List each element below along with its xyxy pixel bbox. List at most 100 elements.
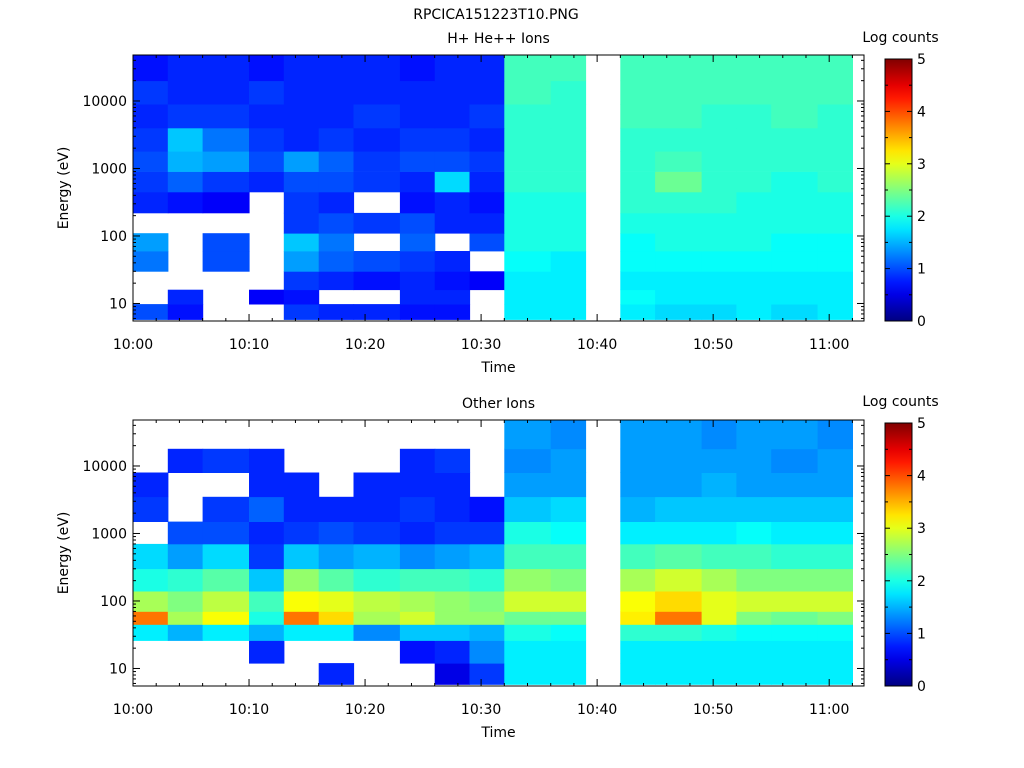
heatmap-cell (550, 191, 587, 214)
heatmap-cell (550, 171, 587, 193)
heatmap-cell (133, 472, 169, 498)
heatmap-cell (620, 420, 656, 450)
heatmap-cell (817, 151, 853, 172)
heatmap-cell (504, 289, 552, 305)
heatmap-cell (550, 611, 587, 625)
heatmap-cell (434, 55, 471, 82)
heatmap-cell (469, 127, 505, 152)
heatmap-cell (771, 304, 819, 320)
heatmap-cell (771, 127, 819, 152)
heatmap-cell (133, 151, 169, 172)
heatmap-cell (655, 104, 703, 129)
heatmap-cell (469, 496, 505, 522)
heatmap-cell (771, 233, 819, 252)
heatmap-cell (817, 104, 853, 129)
heatmap-cell (655, 80, 703, 105)
heatmap-cell (620, 304, 656, 320)
heatmap-cell (202, 591, 250, 612)
heatmap-cell (620, 624, 656, 641)
heatmap-cell (655, 568, 703, 592)
colorbar-tick-label: 5 (917, 52, 926, 68)
heatmap-cell (399, 611, 436, 625)
heatmap-cell (399, 251, 436, 272)
heatmap-cell (434, 472, 471, 498)
heatmap-cell (550, 80, 587, 105)
y-tick-label: 100 (100, 229, 127, 245)
heatmap-cell (283, 212, 320, 234)
heatmap-cell (771, 543, 819, 570)
heatmap-cell (399, 472, 436, 498)
heatmap-cell (318, 191, 355, 214)
heatmap-cell (550, 289, 587, 305)
heatmap-cell (736, 104, 772, 129)
heatmap-cell (202, 127, 250, 152)
colorbar-tick-label: 0 (917, 679, 926, 695)
heatmap-cell (434, 271, 471, 291)
heatmap-cell (434, 448, 471, 473)
heatmap-cell (283, 191, 320, 214)
x-axis-label: Time (480, 725, 515, 741)
heatmap-cell (469, 151, 505, 172)
heatmap-cell (620, 127, 656, 152)
heatmap-cell (701, 212, 737, 234)
heatmap-cell (318, 568, 355, 592)
heatmap-cell (249, 127, 285, 152)
heatmap-cell (504, 624, 552, 641)
heatmap-cell (504, 420, 552, 450)
heatmap-cell (283, 251, 320, 272)
heatmap-cell (655, 521, 703, 545)
heatmap-cell (399, 289, 436, 305)
colorbar-tick-label: 3 (917, 521, 926, 537)
heatmap-cell (434, 543, 471, 570)
heatmap-cell (249, 624, 285, 641)
heatmap-cell (283, 233, 320, 252)
heatmap-cell (399, 171, 436, 193)
heatmap-cell (550, 496, 587, 522)
heatmap-cell (469, 212, 505, 234)
heatmap-cell (399, 151, 436, 172)
heatmap-cell (318, 663, 355, 685)
heatmap-cell (399, 448, 436, 473)
heatmap-cell (202, 543, 250, 570)
heatmap-cell (202, 568, 250, 592)
heatmap-cell (469, 624, 505, 641)
heatmap-cell (399, 591, 436, 612)
heatmap-cell (550, 521, 587, 545)
heatmap-cell (133, 55, 169, 82)
heatmap-cell (817, 521, 853, 545)
heatmap-cell (771, 80, 819, 105)
heatmap-cell (550, 624, 587, 641)
heatmap-cell (736, 448, 772, 473)
colorbar-tick-label: 2 (917, 209, 926, 225)
heatmap-cell (469, 521, 505, 545)
heatmap-cell (167, 611, 204, 625)
heatmap-cell (202, 151, 250, 172)
heatmap-cell (736, 663, 772, 685)
heatmap-cell (399, 496, 436, 522)
heatmap-cell (167, 55, 204, 82)
heatmap-cell (504, 448, 552, 473)
y-tick-label: 10 (109, 661, 127, 677)
heatmap-cell (434, 496, 471, 522)
heatmap-cell (736, 271, 772, 291)
heatmap-cell (504, 191, 552, 214)
heatmap-cell (249, 611, 285, 625)
heatmap-cell (167, 151, 204, 172)
heatmap-cell (817, 568, 853, 592)
heatmap-cell (469, 171, 505, 193)
heatmap-cell (701, 233, 737, 252)
heatmap-cell (133, 171, 169, 193)
heatmap-cell (620, 448, 656, 473)
colorbar-tick-label: 1 (917, 626, 926, 642)
heatmap-cell (817, 127, 853, 152)
heatmap-cell (283, 104, 320, 129)
heatmap-cell (817, 80, 853, 105)
heatmap-cell (736, 251, 772, 272)
y-tick-label: 10 (109, 296, 127, 312)
heatmap-cell (736, 611, 772, 625)
heatmap-cell (701, 191, 737, 214)
heatmap-cell (620, 496, 656, 522)
heatmap-cell (133, 543, 169, 570)
heatmap-cell (550, 568, 587, 592)
heatmap-cell (318, 611, 355, 625)
